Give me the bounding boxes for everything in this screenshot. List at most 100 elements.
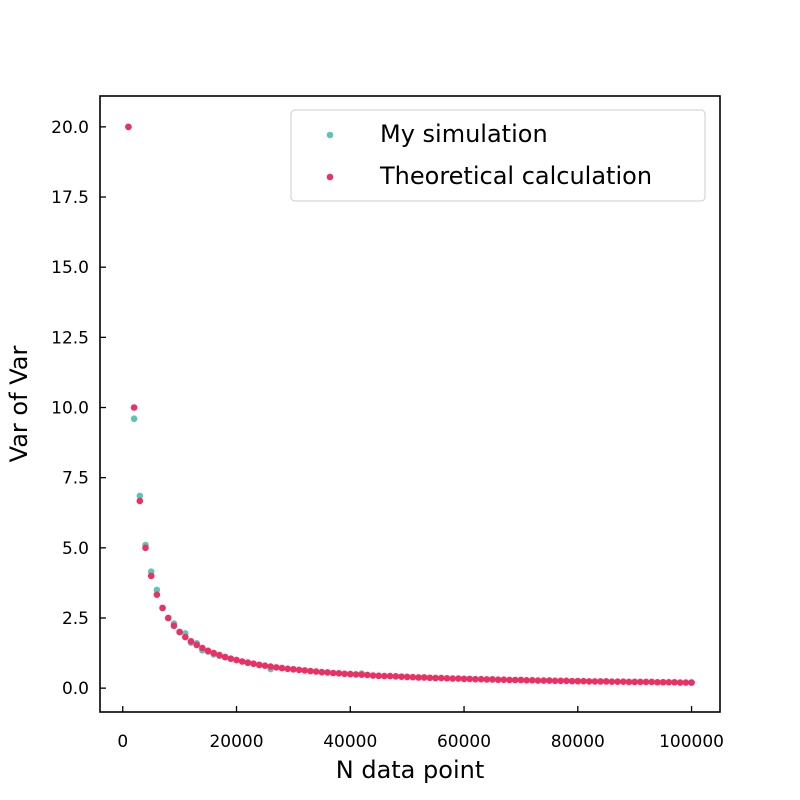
point-theoretical-calculation — [642, 678, 650, 686]
point-theoretical-calculation — [546, 677, 553, 684]
point-theoretical-calculation — [329, 669, 337, 677]
point-theoretical-calculation — [477, 675, 485, 683]
point-theoretical-calculation — [267, 663, 274, 670]
point-theoretical-calculation — [398, 673, 405, 680]
point-theoretical-calculation — [466, 675, 474, 683]
x-axis-title: N data point — [336, 756, 484, 784]
point-theoretical-calculation — [517, 676, 525, 684]
point-theoretical-calculation — [250, 660, 257, 668]
point-theoretical-calculation — [375, 672, 383, 680]
point-theoretical-calculation — [511, 676, 519, 684]
point-theoretical-calculation — [193, 641, 200, 649]
y-tick-label: 12.5 — [51, 328, 89, 348]
point-theoretical-calculation — [210, 649, 218, 657]
y-tick-label: 10.0 — [51, 399, 89, 419]
point-theoretical-calculation — [688, 679, 695, 686]
point-theoretical-calculation — [659, 678, 667, 686]
plot-frame — [99, 95, 721, 713]
point-theoretical-calculation — [125, 123, 132, 131]
point-theoretical-calculation — [455, 675, 462, 682]
point-theoretical-calculation — [426, 674, 434, 682]
point-theoretical-calculation — [449, 675, 456, 682]
point-theoretical-calculation — [472, 675, 479, 683]
point-theoretical-calculation — [130, 404, 138, 411]
point-theoretical-calculation — [307, 667, 314, 675]
legend-marker-theoretical-calculation — [326, 173, 334, 181]
legend-label-my-simulation: My simulation — [380, 120, 548, 148]
point-theoretical-calculation — [273, 664, 280, 671]
point-theoretical-calculation — [443, 675, 451, 682]
point-theoretical-calculation — [221, 653, 229, 661]
point-theoretical-calculation — [523, 676, 530, 684]
point-my-simulation — [136, 492, 144, 500]
y-tick-label: 5.0 — [62, 539, 89, 559]
point-theoretical-calculation — [557, 677, 565, 685]
point-theoretical-calculation — [147, 572, 155, 580]
point-theoretical-calculation — [341, 670, 348, 678]
point-theoretical-calculation — [625, 678, 633, 686]
point-theoretical-calculation — [637, 678, 644, 686]
x-tick-label: 80000 — [551, 732, 605, 752]
point-theoretical-calculation — [591, 678, 599, 685]
point-theoretical-calculation — [489, 676, 496, 683]
point-theoretical-calculation — [187, 637, 195, 645]
point-theoretical-calculation — [648, 678, 656, 686]
point-theoretical-calculation — [568, 677, 576, 685]
point-theoretical-calculation — [159, 604, 166, 612]
point-theoretical-calculation — [608, 678, 616, 685]
point-theoretical-calculation — [176, 628, 183, 636]
point-theoretical-calculation — [534, 677, 542, 684]
point-theoretical-calculation — [358, 671, 365, 678]
point-theoretical-calculation — [574, 677, 582, 685]
point-theoretical-calculation — [654, 678, 661, 686]
point-theoretical-calculation — [335, 669, 343, 677]
point-theoretical-calculation — [392, 673, 400, 680]
point-theoretical-calculation — [597, 678, 604, 685]
point-theoretical-calculation — [301, 667, 309, 674]
point-my-simulation — [153, 586, 161, 594]
point-theoretical-calculation — [403, 673, 411, 681]
point-theoretical-calculation — [483, 676, 491, 683]
point-theoretical-calculation — [238, 658, 246, 665]
point-theoretical-calculation — [460, 675, 468, 683]
point-theoretical-calculation — [170, 622, 178, 630]
legend-marker-my-simulation — [326, 131, 334, 139]
point-theoretical-calculation — [494, 676, 502, 684]
y-tick-label: 0.0 — [62, 679, 89, 699]
point-theoretical-calculation — [182, 633, 189, 641]
point-theoretical-calculation — [585, 678, 593, 685]
point-theoretical-calculation — [528, 676, 536, 684]
point-theoretical-calculation — [506, 676, 513, 684]
point-theoretical-calculation — [415, 674, 422, 681]
x-tick-label: 100000 — [659, 732, 724, 752]
point-theoretical-calculation — [551, 677, 559, 685]
y-tick-label: 17.5 — [51, 188, 89, 208]
point-theoretical-calculation — [216, 651, 223, 659]
point-theoretical-calculation — [204, 647, 212, 655]
point-theoretical-calculation — [432, 674, 439, 682]
x-tick-label: 0 — [117, 732, 128, 752]
legend: My simulation Theoretical calculation — [290, 109, 706, 202]
x-tick-label: 40000 — [323, 732, 377, 752]
point-theoretical-calculation — [255, 661, 263, 669]
point-theoretical-calculation — [312, 668, 320, 675]
point-theoretical-calculation — [346, 670, 354, 678]
point-theoretical-calculation — [381, 672, 388, 680]
point-theoretical-calculation — [290, 666, 297, 673]
point-theoretical-calculation — [409, 673, 417, 681]
y-tick-label: 7.5 — [62, 469, 89, 489]
point-theoretical-calculation — [500, 676, 508, 684]
point-theoretical-calculation — [318, 668, 326, 676]
point-theoretical-calculation — [153, 591, 161, 598]
point-theoretical-calculation — [602, 678, 610, 685]
point-theoretical-calculation — [324, 669, 331, 676]
x-tick-label: 20000 — [209, 732, 263, 752]
y-axis-title: Var of Var — [5, 346, 33, 463]
point-my-simulation — [130, 415, 138, 423]
point-theoretical-calculation — [261, 662, 269, 669]
points-layer — [125, 123, 695, 686]
point-theoretical-calculation — [136, 497, 144, 505]
point-theoretical-calculation — [676, 679, 684, 686]
